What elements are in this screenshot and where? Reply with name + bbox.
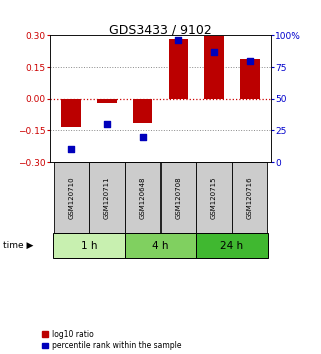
FancyBboxPatch shape (232, 162, 267, 233)
Text: 1 h: 1 h (81, 241, 97, 251)
FancyBboxPatch shape (196, 162, 232, 233)
Text: GSM120708: GSM120708 (175, 176, 181, 219)
Text: GSM120711: GSM120711 (104, 176, 110, 219)
Bar (97, 99, 117, 103)
Text: GSM120716: GSM120716 (247, 176, 253, 219)
FancyBboxPatch shape (161, 162, 196, 233)
Text: time ▶: time ▶ (3, 241, 34, 250)
Text: GDS3433 / 9102: GDS3433 / 9102 (109, 23, 212, 36)
Point (140, 134, 145, 139)
Bar (169, 39, 188, 99)
FancyBboxPatch shape (125, 162, 160, 233)
Text: GSM120715: GSM120715 (211, 176, 217, 219)
FancyBboxPatch shape (196, 233, 268, 258)
Point (212, 49, 217, 55)
Bar (204, 36, 224, 99)
Point (247, 58, 252, 64)
Bar (240, 59, 260, 99)
Text: 4 h: 4 h (152, 241, 169, 251)
Legend: log10 ratio, percentile rank within the sample: log10 ratio, percentile rank within the … (42, 330, 181, 350)
FancyBboxPatch shape (89, 162, 125, 233)
FancyBboxPatch shape (125, 233, 196, 258)
FancyBboxPatch shape (54, 162, 89, 233)
Text: GSM120648: GSM120648 (140, 176, 146, 219)
Point (104, 121, 109, 127)
Bar (61, 99, 81, 127)
Bar (133, 99, 152, 123)
FancyBboxPatch shape (53, 233, 125, 258)
Text: GSM120710: GSM120710 (68, 176, 74, 219)
Text: 24 h: 24 h (221, 241, 244, 251)
Point (69, 147, 74, 152)
Point (176, 38, 181, 43)
